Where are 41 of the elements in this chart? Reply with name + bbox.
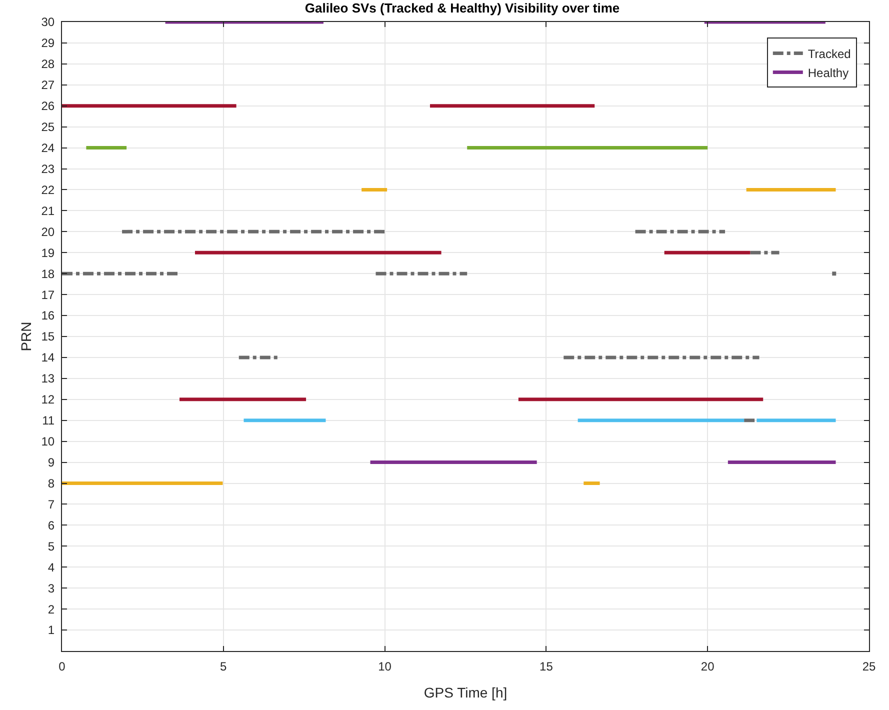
y-tick-label: 4	[48, 560, 55, 574]
legend-label: Healthy	[808, 66, 849, 80]
y-tick-label: 25	[41, 120, 55, 134]
y-tick-label: 1	[48, 623, 55, 638]
x-tick-label: 10	[378, 659, 392, 674]
y-tick-label: 17	[41, 288, 55, 302]
x-tick-label: 15	[540, 659, 554, 674]
y-tick-label: 23	[41, 162, 55, 176]
y-tick-label: 14	[41, 350, 55, 365]
y-tick-label: 13	[41, 372, 55, 386]
y-tick-label: 18	[41, 266, 55, 281]
x-tick-label: 5	[220, 659, 228, 674]
y-axis-title: PRN	[18, 322, 34, 352]
y-tick-label: 29	[41, 36, 55, 50]
y-tick-label: 26	[41, 99, 55, 114]
y-tick-label: 21	[41, 204, 55, 218]
x-axis-title: GPS Time [h]	[424, 684, 508, 701]
y-tick-label: 6	[48, 518, 55, 532]
y-tick-label: 15	[41, 330, 55, 344]
y-tick-label: 11	[42, 414, 55, 428]
x-tick-label: 25	[862, 659, 876, 674]
y-tick-label: 9	[48, 456, 55, 470]
y-tick-label: 12	[41, 392, 55, 407]
y-tick-label: 30	[41, 15, 55, 30]
y-tick-label: 16	[41, 308, 55, 323]
y-tick-label: 20	[41, 224, 55, 239]
y-tick-label: 24	[41, 141, 55, 155]
y-tick-label: 19	[41, 246, 55, 260]
y-tick-label: 22	[41, 182, 55, 197]
chart-title: Galileo SVs (Tracked & Healthy) Visibility over time	[304, 0, 620, 16]
y-tick-label: 7	[48, 497, 55, 512]
y-tick-label: 8	[48, 476, 55, 490]
y-tick-label: 27	[41, 78, 55, 92]
y-tick-label: 28	[41, 57, 55, 72]
legend-label: Tracked	[808, 46, 851, 61]
y-tick-label: 3	[48, 581, 55, 596]
y-tick-label: 5	[48, 539, 55, 554]
x-tick-label: 0	[58, 659, 66, 674]
y-tick-label: 10	[41, 434, 55, 449]
x-tick-label: 20	[700, 659, 715, 674]
y-tick-label: 2	[48, 602, 55, 616]
